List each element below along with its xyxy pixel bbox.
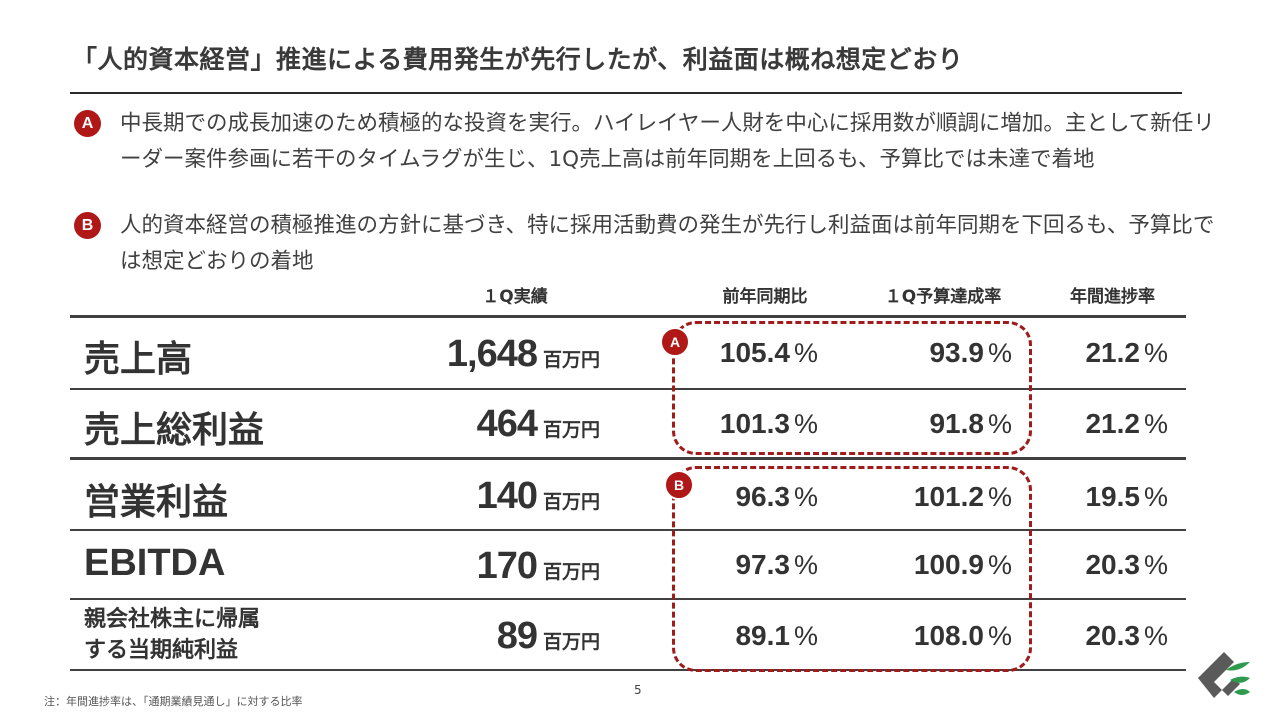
budget-number: 101.2 [913, 481, 984, 512]
budget-number: 100.9 [913, 549, 984, 580]
progress-value: 19.5% [1085, 481, 1168, 513]
budget-value: 93.9% [929, 337, 1012, 369]
row-label-gross-profit: 売上総利益 [84, 410, 265, 451]
bullet-a-text: 中長期での成長加速のため積極的な投資を実行。ハイレイヤー人財を中心に採用数が順調… [120, 111, 1215, 172]
progress-number: 21.2 [1085, 337, 1140, 368]
pct-symbol: % [1143, 482, 1168, 512]
row-actual-net-income: 89 百万円 [497, 615, 600, 658]
badge-a: A [74, 110, 101, 137]
unit-label: 百万円 [542, 561, 600, 583]
yoy-value: 101.3% [720, 408, 818, 440]
yoy-value: 105.4% [720, 337, 818, 369]
slide-title: 「人的資本経営」推進による費用発生が先行したが、利益面は概ね想定どおり [72, 45, 964, 74]
row-actual-operating-profit: 140 百万円 [477, 475, 600, 518]
progress-value: 21.2% [1085, 408, 1168, 440]
progress-number: 20.3 [1085, 620, 1140, 651]
budget-value: 91.8% [929, 408, 1012, 440]
row-divider [70, 529, 1186, 531]
budget-value: 100.9% [914, 549, 1012, 581]
row-actual-ebitda: 170 百万円 [477, 545, 600, 588]
header-actual: １Q実績 [482, 287, 548, 307]
pct-symbol: % [793, 409, 818, 439]
row-divider [70, 388, 1186, 390]
footnote: 注：年間進捗率は、「通期業績見通し」に対する比率 [44, 695, 303, 708]
actual-value: 1,648 [446, 333, 538, 375]
row-actual-gross-profit: 464 百万円 [477, 403, 600, 446]
table-top-rule [70, 315, 1186, 318]
pct-symbol: % [793, 621, 818, 651]
actual-value: 89 [496, 615, 538, 657]
row-label-sales: 売上高 [84, 339, 193, 380]
progress-value: 20.3% [1085, 620, 1168, 652]
row-label-net-income: 親会社株主に帰属 する当期純利益 [84, 604, 260, 666]
pct-symbol: % [1143, 338, 1168, 368]
pct-symbol: % [987, 550, 1012, 580]
group-a-badge: A [660, 327, 690, 357]
pct-symbol: % [1143, 550, 1168, 580]
yoy-number: 101.3 [719, 408, 790, 439]
yoy-number: 89.1 [735, 620, 790, 651]
progress-number: 21.2 [1085, 408, 1140, 439]
row-label-ebitda: EBITDA [84, 542, 226, 584]
header-progress: 年間進捗率 [1070, 287, 1155, 307]
header-yoy: 前年同期比 [722, 287, 808, 307]
pct-symbol: % [987, 621, 1012, 651]
pct-symbol: % [987, 482, 1012, 512]
budget-number: 93.9 [929, 337, 984, 368]
pct-symbol: % [793, 482, 818, 512]
row-label-operating-profit: 営業利益 [84, 482, 229, 523]
progress-number: 19.5 [1085, 481, 1140, 512]
pct-symbol: % [1143, 409, 1168, 439]
pct-symbol: % [1143, 621, 1168, 651]
company-logo-icon [1198, 652, 1250, 698]
group-a-box [672, 321, 1032, 455]
group-b-box [672, 466, 1032, 672]
progress-number: 20.3 [1085, 549, 1140, 580]
progress-value: 21.2% [1085, 337, 1168, 369]
pct-symbol: % [793, 550, 818, 580]
table-bottom-rule [70, 669, 1186, 671]
badge-b: B [74, 212, 101, 239]
actual-value: 170 [476, 545, 538, 587]
progress-value: 20.3% [1085, 549, 1168, 581]
title-divider [70, 92, 1182, 94]
actual-value: 140 [476, 475, 538, 517]
pct-symbol: % [987, 338, 1012, 368]
group-b-badge: B [664, 470, 694, 500]
bullet-b-text: 人的資本経営の積極推進の方針に基づき、特に採用活動費の発生が先行し利益面は前年同… [120, 213, 1215, 274]
group-divider [70, 457, 1186, 460]
yoy-number: 97.3 [735, 549, 790, 580]
budget-number: 91.8 [929, 408, 984, 439]
budget-value: 108.0% [914, 620, 1012, 652]
pct-symbol: % [987, 409, 1012, 439]
page-number: 5 [634, 683, 642, 697]
unit-label: 百万円 [542, 349, 600, 371]
budget-value: 101.2% [914, 481, 1012, 513]
unit-label: 百万円 [542, 491, 600, 513]
yoy-value: 96.3% [735, 481, 818, 513]
yoy-number: 96.3 [735, 481, 790, 512]
header-budget: １Q予算達成率 [884, 287, 1002, 307]
row-actual-sales: 1,648 百万円 [447, 333, 600, 376]
unit-label: 百万円 [542, 419, 600, 441]
unit-label: 百万円 [542, 631, 600, 653]
row-label-net-income-line2: する当期純利益 [84, 638, 239, 663]
budget-number: 108.0 [913, 620, 984, 651]
row-label-net-income-line1: 親会社株主に帰属 [84, 607, 261, 632]
row-divider [70, 598, 1186, 600]
actual-value: 464 [476, 403, 538, 445]
yoy-value: 89.1% [735, 620, 818, 652]
yoy-number: 105.4 [719, 337, 790, 368]
pct-symbol: % [793, 338, 818, 368]
yoy-value: 97.3% [735, 549, 818, 581]
